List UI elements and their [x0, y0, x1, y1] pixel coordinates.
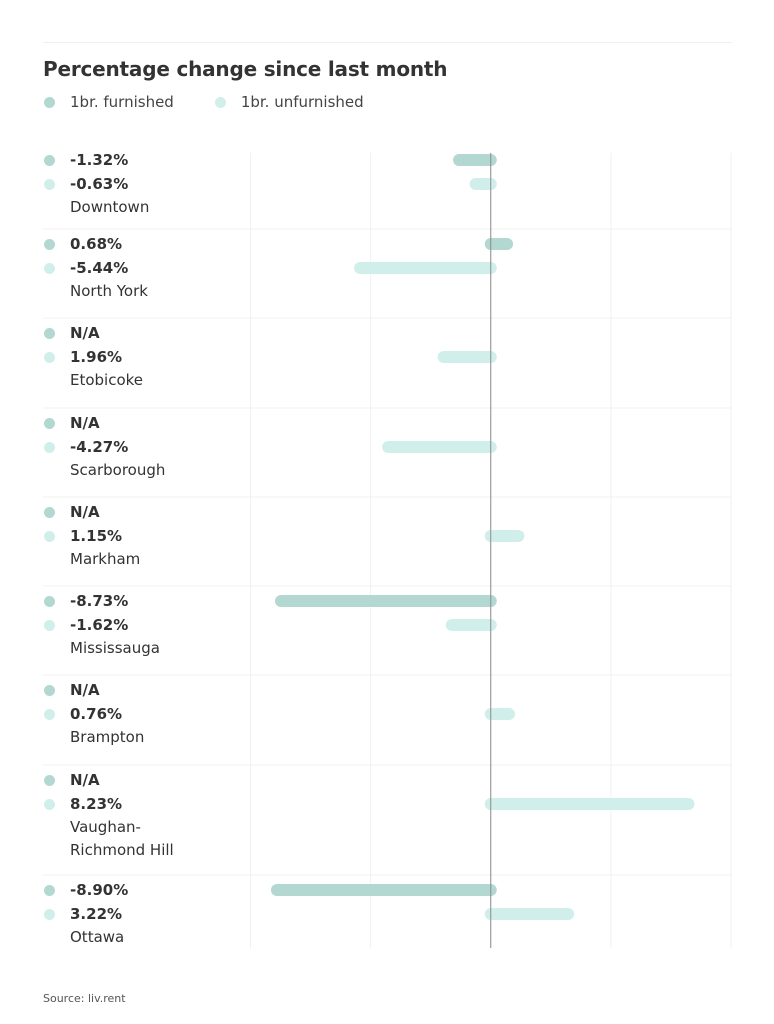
furnished-value: N/A	[70, 681, 100, 699]
region-name: Ottawa	[70, 928, 125, 946]
furnished-line: 0.68%	[43, 232, 148, 256]
unfurnished-dot-icon	[44, 351, 55, 363]
unfurnished-dot-icon	[44, 178, 55, 190]
region-name: Markham	[70, 550, 141, 568]
unfurnished-line: 3.22%	[43, 902, 128, 926]
source-note: Source: liv.rent	[43, 992, 126, 1005]
furnished-line: N/A	[43, 500, 140, 524]
unfurnished-line: -0.63%	[43, 172, 149, 196]
unfurnished-dot-icon	[44, 262, 55, 274]
bar-unfurnished-8	[484, 908, 575, 920]
region-name: Brampton	[70, 728, 145, 746]
furnished-line: -8.73%	[43, 589, 160, 613]
furnished-dot-icon	[44, 884, 55, 896]
unfurnished-dot-icon	[44, 619, 55, 631]
unfurnished-value: -4.27%	[70, 438, 129, 456]
unfurnished-line: 1.15%	[43, 524, 140, 548]
furnished-dot-icon	[44, 774, 55, 786]
furnished-dot-icon	[44, 417, 55, 429]
furnished-dot-icon	[44, 238, 55, 250]
region-name: Downtown	[70, 198, 150, 216]
chart-title: Percentage change since last month	[43, 57, 448, 81]
unfurnished-line: -5.44%	[43, 256, 148, 280]
furnished-line: N/A	[43, 411, 165, 435]
bar-unfurnished-5	[445, 619, 497, 631]
unfurnished-line: -1.62%	[43, 613, 160, 637]
furnished-dot-icon	[44, 595, 55, 607]
unfurnished-value: 1.96%	[70, 348, 123, 366]
row-label-5: -8.73% -1.62% Mississauga	[43, 589, 160, 660]
legend-item-furnished: 1br. furnished	[43, 93, 174, 111]
legend: 1br. furnished 1br. unfurnished	[43, 93, 404, 111]
unfurnished-line: -4.27%	[43, 435, 165, 459]
furnished-value: N/A	[70, 414, 100, 432]
furnished-value: -1.32%	[70, 151, 129, 169]
bar-furnished-8	[270, 884, 497, 896]
unfurnished-dot-icon	[44, 798, 55, 810]
legend-dot-unfurnished-icon	[214, 96, 226, 108]
unfurnished-value: 3.22%	[70, 905, 123, 923]
unfurnished-dot-icon	[44, 530, 55, 542]
unfurnished-line: 0.76%	[43, 702, 144, 726]
furnished-dot-icon	[44, 506, 55, 518]
furnished-dot-icon	[44, 327, 55, 339]
region-name: Mississauga	[70, 639, 160, 657]
row-label-7: N/A 8.23% Vaughan- Richmond Hill	[43, 768, 174, 862]
furnished-dot-icon	[44, 684, 55, 696]
bar-furnished-5	[275, 595, 497, 607]
unfurnished-value: 0.76%	[70, 705, 123, 723]
legend-label-furnished: 1br. furnished	[70, 93, 174, 111]
region-name: Vaughan- Richmond Hill	[70, 818, 174, 859]
furnished-line: N/A	[43, 768, 174, 792]
region-name: Etobicoke	[70, 371, 144, 389]
row-label-2: N/A 1.96% Etobicoke	[43, 321, 143, 392]
unfurnished-line: 1.96%	[43, 345, 143, 369]
furnished-value: -8.73%	[70, 592, 129, 610]
unfurnished-value: -1.62%	[70, 616, 129, 634]
region-name: North York	[70, 282, 148, 300]
region-name: Scarborough	[70, 461, 166, 479]
row-label-4: N/A 1.15% Markham	[43, 500, 140, 571]
bar-unfurnished-4	[484, 530, 525, 542]
unfurnished-dot-icon	[44, 908, 55, 920]
unfurnished-value: -5.44%	[70, 259, 129, 277]
bar-unfurnished-1	[354, 262, 497, 274]
row-label-0: -1.32% -0.63% Downtown	[43, 148, 149, 219]
furnished-value: N/A	[70, 324, 100, 342]
furnished-line: N/A	[43, 321, 143, 345]
furnished-value: N/A	[70, 771, 100, 789]
unfurnished-value: 1.15%	[70, 527, 123, 545]
furnished-value: -8.90%	[70, 881, 129, 899]
row-label-1: 0.68% -5.44% North York	[43, 232, 148, 303]
unfurnished-value: 8.23%	[70, 795, 123, 813]
row-label-8: -8.90% 3.22% Ottawa	[43, 878, 128, 949]
furnished-line: -1.32%	[43, 148, 149, 172]
row-label-6: N/A 0.76% Brampton	[43, 678, 144, 749]
unfurnished-dot-icon	[44, 441, 55, 453]
bar-furnished-1	[484, 238, 514, 250]
furnished-value: 0.68%	[70, 235, 123, 253]
bar-furnished-0	[453, 154, 497, 166]
row-label-3: N/A -4.27% Scarborough	[43, 411, 165, 482]
furnished-dot-icon	[44, 154, 55, 166]
legend-item-unfurnished: 1br. unfurnished	[214, 93, 364, 111]
unfurnished-value: -0.63%	[70, 175, 129, 193]
legend-label-unfurnished: 1br. unfurnished	[240, 93, 364, 111]
unfurnished-dot-icon	[44, 708, 55, 720]
bar-unfurnished-6	[484, 708, 516, 720]
bar-unfurnished-7	[484, 798, 695, 810]
bar-unfurnished-3	[382, 441, 497, 453]
legend-dot-furnished-icon	[44, 96, 55, 108]
unfurnished-line: 8.23%	[43, 792, 174, 816]
furnished-value: N/A	[70, 503, 100, 521]
furnished-line: -8.90%	[43, 878, 128, 902]
bar-unfurnished-2	[437, 351, 497, 363]
furnished-line: N/A	[43, 678, 144, 702]
top-divider	[43, 42, 732, 43]
bar-unfurnished-0	[469, 178, 497, 190]
